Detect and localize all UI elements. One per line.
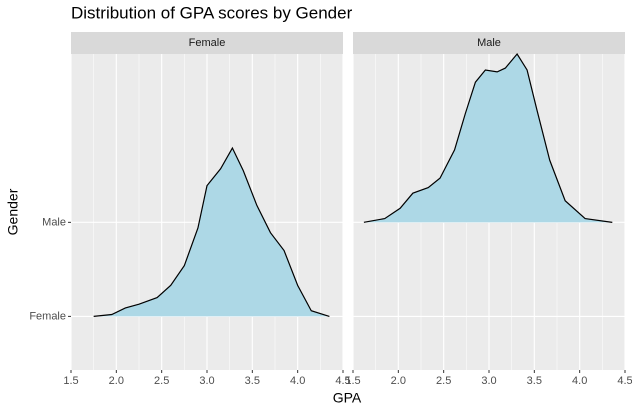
x-tick-label: 2.0 [109, 375, 124, 387]
y-axis-title: Gender [5, 188, 21, 235]
x-axis-title: GPA [333, 390, 362, 406]
y-tick-label: Male [42, 216, 66, 228]
x-tick-label: 3.5 [245, 375, 260, 387]
x-tick-label: 3.0 [199, 375, 214, 387]
x-tick-label: 3.0 [481, 375, 496, 387]
strip-label: Male [477, 37, 501, 49]
ridge-area [363, 54, 613, 223]
x-tick-label: 1.5 [63, 375, 78, 387]
x-tick-label: 4.0 [290, 375, 305, 387]
chart-title: Distribution of GPA scores by Gender [71, 3, 353, 22]
strip [353, 32, 625, 54]
x-tick-label: 4.5 [617, 375, 632, 387]
x-tick-label: 2.5 [154, 375, 169, 387]
ridge-area [93, 148, 330, 317]
x-tick-label: 2.0 [391, 375, 406, 387]
y-tick-label: Female [29, 310, 66, 322]
x-tick-label: 1.5 [345, 375, 360, 387]
x-tick-label: 3.5 [527, 375, 542, 387]
x-tick-label: 4.5 [335, 375, 350, 387]
strip [71, 32, 343, 54]
ridge-line [363, 52, 613, 223]
x-tick-label: 2.5 [436, 375, 451, 387]
ridge-line [93, 146, 330, 317]
x-tick-label: 4.0 [572, 375, 587, 387]
strip-label: Female [189, 37, 226, 49]
